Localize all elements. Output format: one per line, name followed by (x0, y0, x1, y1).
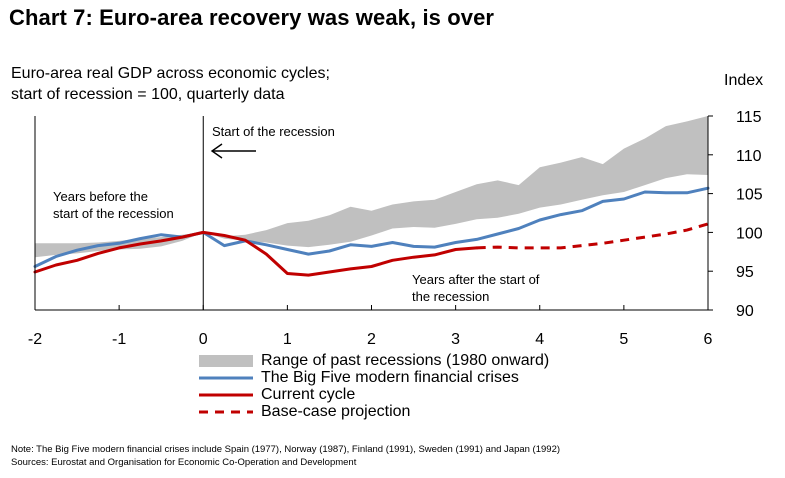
chart-title: Chart 7: Euro-area recovery was weak, is… (9, 5, 495, 30)
y-tick-label: 100 (736, 225, 763, 242)
legend-label-big-five: The Big Five modern financial crises (261, 369, 519, 386)
legend-label-projection: Base-case projection (261, 403, 411, 420)
y-tick-label: 105 (736, 187, 763, 204)
left-arrow-icon (210, 143, 256, 159)
range-band (35, 116, 708, 258)
legend-label-range: Range of past recessions (1980 onward) (261, 352, 550, 369)
axes (34, 115, 713, 311)
footnotes: Note: The Big Five modern financial cris… (11, 443, 560, 469)
legend-swatch-big-five (199, 376, 253, 380)
x-tick-label: 0 (199, 331, 208, 348)
y-tick-label: 95 (736, 264, 754, 281)
legend-swatch-range (199, 355, 253, 367)
footnote-note: Note: The Big Five modern financial cris… (11, 444, 561, 455)
y-axis-unit-label: Index (724, 72, 764, 89)
y-tick-labels: 90 95 100 105 110 115 (736, 109, 763, 320)
x-tick-label: 5 (619, 331, 628, 348)
x-tick-label: 1 (283, 331, 292, 348)
series-line-big-five (33, 186, 710, 268)
annotation-years-after-line2: the recession (412, 289, 489, 304)
x-tick-label: -2 (28, 331, 42, 348)
chart-subtitle: Euro-area real GDP across economic cycle… (11, 63, 330, 105)
legend-label-current-cycle: Current cycle (261, 386, 356, 403)
legend-swatch-projection (199, 410, 253, 414)
x-tick-label: -1 (112, 331, 126, 348)
x-tick-label: 4 (535, 331, 544, 348)
annotation-years-before-line1: Years before the (53, 189, 148, 204)
annotation-start-of-recession: Start of the recession (212, 124, 335, 139)
subtitle-line-2: start of recession = 100, quarterly data (11, 86, 285, 103)
y-tick-label: 115 (736, 109, 762, 126)
series-line-base-case-projection (476, 222, 709, 250)
x-tick-label: 6 (704, 331, 713, 348)
annotation-years-after-line1: Years after the start of (412, 272, 540, 287)
series-line-current-cycle (33, 230, 479, 277)
footnote-sources: Sources: Eurostat and Organisation for E… (11, 457, 357, 468)
x-tick-label: 2 (367, 331, 376, 348)
y-tick-label: 110 (736, 148, 762, 165)
x-tick-labels: -2 -1 0 1 2 3 4 5 6 (28, 331, 713, 348)
legend-swatch-current-cycle (199, 393, 253, 397)
annotation-years-before-line2: start of the recession (53, 206, 174, 221)
x-tick-label: 3 (451, 331, 460, 348)
y-tick-label: 90 (736, 303, 754, 320)
subtitle-line-1: Euro-area real GDP across economic cycle… (11, 65, 330, 82)
